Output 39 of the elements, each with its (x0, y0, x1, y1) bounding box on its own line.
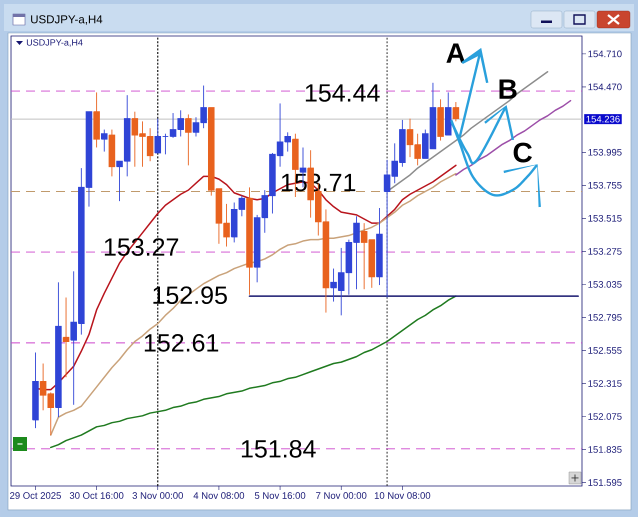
y-tick-label: 153.995 (588, 148, 622, 156)
y-tick-label: 153.275 (588, 248, 622, 255)
ref-line-label: 154.236 (586, 116, 620, 122)
x-tick-label: 29 Oct 2025 (10, 492, 61, 499)
y-tick-label: 154.470 (588, 84, 622, 90)
annotation: A (446, 43, 466, 63)
candlestick (93, 92, 100, 148)
y-tick-label: 153.755 (588, 182, 622, 189)
candlestick (62, 297, 70, 378)
candlestick (32, 352, 39, 429)
ref-line-label: 151.84 (242, 440, 316, 458)
y-tick-label: 152.795 (588, 314, 622, 321)
candlestick (246, 186, 253, 296)
y-tick-label: 152.315 (588, 380, 622, 387)
candlestick (437, 98, 444, 142)
x-tick-label: 4 Nov 08:00 (194, 492, 244, 499)
candlestick (55, 282, 62, 418)
y-tick-label: 152.555 (588, 347, 622, 354)
y-tick-label: 154.710 (588, 50, 622, 58)
annotation: 152.95 (153, 286, 227, 304)
y-tick-label: 153.515 (588, 214, 622, 222)
x-tick-label: 7 Nov 00:00 (316, 492, 366, 499)
x-tick-label: 30 Oct 16:00 (70, 492, 124, 499)
x-tick-label: 10 Nov 08:00 (374, 492, 430, 499)
candlestick (452, 102, 460, 122)
line-series (455, 100, 572, 176)
y-tick-label: 151.835 (588, 446, 622, 453)
chart-title: USDJPY-a,H4 (31, 15, 102, 25)
candlestick (376, 208, 383, 286)
candlestick (185, 114, 192, 166)
x-tick-label: 3 Nov 00:00 (132, 492, 183, 499)
y-tick-label: 152.075 (588, 413, 622, 420)
annotation: C (514, 142, 532, 162)
x-tick-label: 5 Nov 16:00 (254, 492, 306, 499)
candlestick (108, 129, 116, 177)
y-tick-label: 151.595 (588, 479, 622, 486)
y-tick-label: 153.035 (588, 281, 622, 288)
annotation: B (500, 79, 517, 99)
chart-subtitle: USDJPY-a,H4 (26, 39, 83, 47)
